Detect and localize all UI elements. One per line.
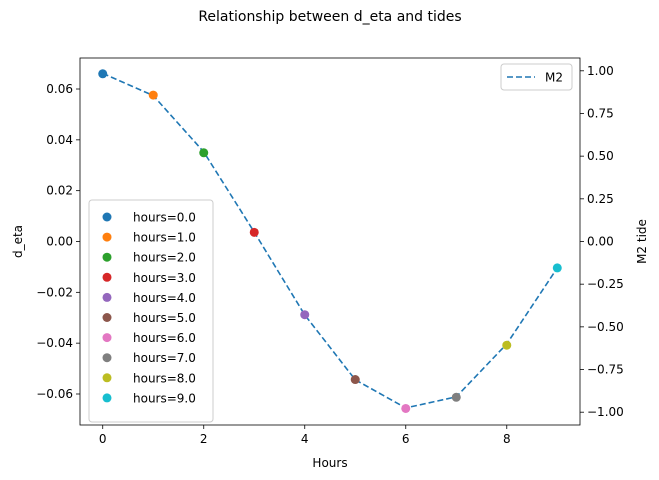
legend-label: hours=7.0 xyxy=(133,351,196,365)
y-tick-label: 0.02 xyxy=(46,184,73,198)
m2-tide-line xyxy=(102,72,558,409)
legend-marker xyxy=(102,252,112,262)
legend-scatter: hours=0.0 hours=1.0 hours=2.0 hours=3.0 hour… xyxy=(88,199,214,423)
legend-marker xyxy=(102,232,112,242)
chart-title: Relationship between d_eta and tides xyxy=(198,9,461,25)
y-tick-label: −0.02 xyxy=(36,285,73,299)
legend-marker xyxy=(102,393,112,403)
y-tick-label: −0.06 xyxy=(36,387,73,401)
y-tick-label: 0.06 xyxy=(46,82,73,96)
y-tick-label: 0.04 xyxy=(46,133,73,147)
y-tick-label: −0.04 xyxy=(36,336,73,350)
legend-line: M2 xyxy=(500,63,573,91)
data-point xyxy=(300,310,310,320)
x-tick-label: 8 xyxy=(503,432,511,446)
legend-marker xyxy=(102,212,112,222)
y2-tick-label: −0.25 xyxy=(587,277,624,291)
y-tick-label: 0.00 xyxy=(46,235,73,249)
legend-label: hours=5.0 xyxy=(133,311,196,325)
legend-marker xyxy=(102,313,112,322)
data-point xyxy=(350,375,360,385)
y2-tick-label: −0.75 xyxy=(587,363,624,377)
legend-label: hours=1.0 xyxy=(133,231,196,245)
x-tick-label: 0 xyxy=(99,432,107,446)
data-point xyxy=(98,69,108,79)
x-axis-label: Hours xyxy=(312,456,347,470)
y-axis-left: −0.06 −0.04 −0.02 0.00 0.02 0.04 0.06 xyxy=(36,82,80,401)
data-point xyxy=(199,148,209,158)
y2-tick-label: −0.50 xyxy=(587,320,624,334)
y2-tick-label: 0.00 xyxy=(587,235,614,249)
y2-tick-label: −1.00 xyxy=(587,405,624,419)
legend-label: hours=0.0 xyxy=(133,211,196,225)
y2-tick-label: 0.75 xyxy=(587,106,614,120)
data-point xyxy=(249,227,259,237)
legend-box xyxy=(88,199,214,423)
y2-tick-label: 0.50 xyxy=(587,149,614,163)
data-point xyxy=(552,263,562,273)
y2-axis-label: M2 tide xyxy=(635,219,649,264)
x-tick-label: 2 xyxy=(200,432,208,446)
x-tick-label: 4 xyxy=(301,432,309,446)
legend-marker xyxy=(102,292,112,302)
data-point xyxy=(401,403,411,413)
y-axis-right: −1.00 −0.75 −0.50 −0.25 0.00 0.25 0.50 0.75 1.00 xyxy=(580,64,624,419)
legend-label: hours=4.0 xyxy=(133,291,196,305)
x-tick-label: 6 xyxy=(402,432,410,446)
legend-label: hours=9.0 xyxy=(133,391,196,405)
legend-marker xyxy=(102,353,112,363)
legend-label: hours=2.0 xyxy=(133,251,196,265)
x-axis: 0 2 4 6 8 xyxy=(99,425,511,446)
legend-label: hours=8.0 xyxy=(133,371,196,385)
y2-tick-label: 0.25 xyxy=(587,192,614,206)
legend-marker xyxy=(102,272,112,282)
legend-marker xyxy=(102,373,112,383)
legend-label: hours=3.0 xyxy=(133,271,196,285)
y-axis-label: d_eta xyxy=(11,225,25,258)
legend-marker xyxy=(102,333,112,343)
legend-label: M2 xyxy=(545,71,563,85)
data-point xyxy=(502,340,512,350)
data-point xyxy=(451,392,461,402)
data-marks xyxy=(98,69,562,413)
legend-label: hours=6.0 xyxy=(133,331,196,345)
y2-tick-label: 1.00 xyxy=(587,64,614,78)
legend-box xyxy=(500,63,573,91)
data-point xyxy=(148,90,158,100)
